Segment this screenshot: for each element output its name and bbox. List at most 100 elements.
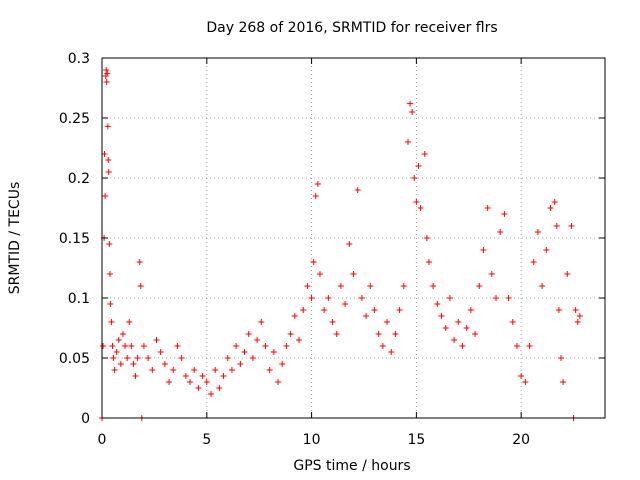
- data-point: [574, 319, 581, 325]
- data-point: [279, 361, 286, 367]
- data-point: [126, 319, 133, 325]
- data-point: [509, 319, 516, 325]
- data-point: [157, 349, 164, 355]
- data-point: [287, 331, 294, 337]
- data-point: [161, 361, 168, 367]
- data-point: [102, 193, 109, 199]
- data-point: [170, 367, 177, 373]
- data-point: [145, 355, 152, 361]
- data-point: [379, 343, 386, 349]
- y-tick-label: 0.1: [68, 291, 90, 307]
- data-point: [108, 319, 115, 325]
- y-tick-label: 0: [81, 411, 90, 427]
- data-point: [367, 283, 374, 289]
- data-point: [534, 229, 541, 235]
- data-point: [220, 373, 227, 379]
- data-point: [310, 259, 317, 265]
- data-point: [153, 337, 160, 343]
- data-point: [513, 343, 520, 349]
- data-point: [434, 301, 441, 307]
- y-tick-label: 0.3: [68, 51, 90, 67]
- data-point: [110, 355, 117, 361]
- data-point: [316, 271, 323, 277]
- data-point: [493, 295, 500, 301]
- data-point: [476, 283, 483, 289]
- data-point: [241, 349, 248, 355]
- data-point: [140, 343, 147, 349]
- data-point: [245, 331, 252, 337]
- data-point: [314, 181, 321, 187]
- data-point: [384, 319, 391, 325]
- data-point: [182, 373, 189, 379]
- data-point: [237, 361, 244, 367]
- data-point: [333, 331, 340, 337]
- data-point: [425, 259, 432, 265]
- data-point: [423, 235, 430, 241]
- data-point: [572, 307, 579, 313]
- data-point: [438, 313, 445, 319]
- data-point: [249, 355, 256, 361]
- data-point: [430, 283, 437, 289]
- data-point: [224, 355, 231, 361]
- data-point: [484, 205, 491, 211]
- data-point: [363, 313, 370, 319]
- data-point: [103, 67, 110, 73]
- data-point: [199, 373, 206, 379]
- x-axis-label: GPS time / hours: [293, 458, 410, 474]
- data-point: [526, 343, 533, 349]
- data-point: [543, 247, 550, 253]
- data-point: [576, 313, 583, 319]
- data-point: [195, 385, 202, 391]
- data-point: [304, 283, 311, 289]
- data-point: [258, 319, 265, 325]
- data-point: [166, 379, 173, 385]
- data-point: [392, 331, 399, 337]
- data-point: [275, 379, 282, 385]
- data-point: [203, 379, 210, 385]
- data-point: [107, 301, 114, 307]
- data-point: [111, 367, 118, 373]
- data-point: [104, 123, 111, 130]
- x-tick-label: 15: [407, 432, 425, 448]
- data-point: [100, 343, 107, 349]
- data-point: [115, 337, 122, 343]
- y-tick-label: 0.15: [59, 231, 90, 247]
- data-point: [488, 271, 495, 277]
- data-point: [522, 379, 529, 385]
- data-point: [104, 70, 111, 77]
- data-point: [388, 349, 395, 355]
- data-point: [350, 271, 357, 277]
- y-tick-label: 0.05: [59, 351, 90, 367]
- data-point: [187, 379, 194, 385]
- data-point: [551, 199, 558, 205]
- x-tick-label: 10: [303, 432, 321, 448]
- data-point: [233, 343, 240, 349]
- data-point: [396, 307, 403, 313]
- data-point: [119, 331, 126, 337]
- data-point: [109, 343, 116, 349]
- data-point: [266, 367, 273, 373]
- data-point: [539, 283, 546, 289]
- data-point: [342, 301, 349, 307]
- data-point: [354, 187, 361, 193]
- data-point: [415, 163, 422, 169]
- data-point: [555, 307, 562, 313]
- data-point: [411, 175, 418, 181]
- data-point: [472, 331, 479, 337]
- data-point: [446, 295, 453, 301]
- x-tick-label: 0: [98, 432, 107, 448]
- data-point: [480, 247, 487, 253]
- data-point: [207, 391, 214, 397]
- data-point: [451, 337, 458, 343]
- data-point: [463, 325, 470, 331]
- data-point: [375, 331, 382, 337]
- data-point: [124, 355, 131, 361]
- data-point: [400, 283, 407, 289]
- data-point: [101, 151, 108, 157]
- data-point: [113, 349, 120, 355]
- data-point: [122, 343, 129, 349]
- data-point: [325, 295, 332, 301]
- data-point: [505, 295, 512, 301]
- data-point: [371, 307, 378, 313]
